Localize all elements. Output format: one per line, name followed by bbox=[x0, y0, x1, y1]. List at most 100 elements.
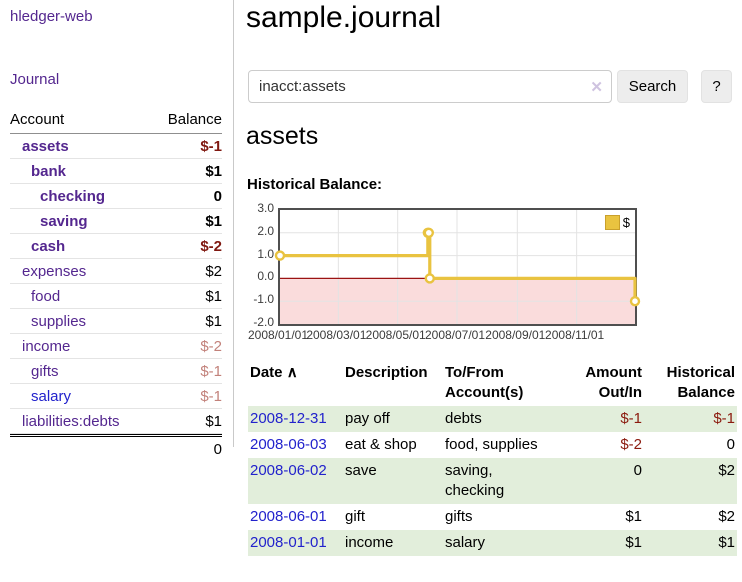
sidebar-divider bbox=[233, 0, 234, 447]
y-axis-tick-label: 1.0 bbox=[257, 246, 274, 261]
register-amount-cell: $1 bbox=[625, 534, 642, 551]
register-date-cell: 2008-12-31 bbox=[248, 406, 343, 432]
register-row: 2008-06-03 eat & shop food, supplies $-2 0 bbox=[248, 432, 737, 458]
help-button[interactable]: ? bbox=[701, 70, 732, 103]
register-description-cell: pay off bbox=[345, 410, 390, 427]
sort-ascending-icon[interactable]: ∧ bbox=[286, 364, 298, 381]
x-axis-tick-label: 2008/11/01 bbox=[545, 328, 605, 342]
account-row: expenses $2 bbox=[10, 259, 222, 284]
register-description-cell: eat & shop bbox=[345, 436, 417, 453]
register-header-to-from: To/From Account(s) bbox=[443, 360, 562, 406]
register-balance-cell: $2 bbox=[718, 462, 735, 479]
register-balance-cell: $2 bbox=[718, 508, 735, 525]
register-description-cell: save bbox=[345, 462, 377, 479]
account-link-food[interactable]: food bbox=[31, 287, 61, 305]
x-axis-tick-label: 2008/09/01 bbox=[485, 328, 546, 342]
x-axis-tick-label: 2008/07/01 bbox=[424, 328, 486, 342]
account-balance: $-1 bbox=[200, 137, 222, 155]
account-balance: $1 bbox=[205, 287, 222, 305]
register-header-line1: To/From bbox=[445, 364, 504, 381]
register-row: 2008-06-01 gift gifts $1 $2 bbox=[248, 504, 737, 530]
transaction-date-link[interactable]: 2008-06-02 bbox=[250, 462, 327, 479]
historical-balance-chart: 3.0 2.0 1.0 0.0 -1.0 -2.0 $ 2008/01/01 2008/03… bbox=[240, 201, 642, 345]
account-heading: assets bbox=[246, 122, 319, 150]
register-accounts-cell: food, supplies bbox=[445, 436, 538, 453]
account-balance: $2 bbox=[205, 262, 222, 280]
account-link-income[interactable]: income bbox=[22, 337, 71, 355]
search-box: ✕ bbox=[248, 70, 612, 103]
register-header-line1: Date ∧ bbox=[250, 364, 298, 381]
register-header-historical: Historical Balance bbox=[644, 360, 737, 406]
register-accounts-cell: salary bbox=[445, 534, 486, 551]
account-row: cash $-2 bbox=[10, 234, 222, 259]
register-balance-cell: $1 bbox=[718, 534, 735, 551]
register-description-cell: gift bbox=[345, 508, 366, 525]
account-link-bank[interactable]: bank bbox=[31, 162, 67, 180]
register-balance-cell: $-1 bbox=[713, 410, 735, 427]
register-description-cell: income bbox=[345, 534, 394, 551]
account-link-liabilities-debts[interactable]: liabilities:debts bbox=[22, 412, 120, 430]
register-date-cell: 2008-01-01 bbox=[248, 530, 343, 556]
transaction-date-link[interactable]: 2008-06-03 bbox=[250, 436, 327, 453]
account-link-assets[interactable]: assets bbox=[22, 137, 69, 155]
account-row: food $1 bbox=[10, 284, 222, 309]
account-row: checking 0 bbox=[10, 184, 222, 209]
register-header-amount: Amount Out/In bbox=[562, 360, 644, 406]
accounts-table-header: Account Balance bbox=[10, 108, 222, 134]
account-balance: $-1 bbox=[200, 362, 222, 380]
register-header-line2: Balance bbox=[677, 384, 735, 401]
account-link-salary[interactable]: salary bbox=[31, 387, 72, 405]
transaction-date-link[interactable]: 2008-01-01 bbox=[250, 534, 327, 551]
accounts-table: Account Balance assets $-1 bank $1 checking 0… bbox=[10, 108, 222, 462]
account-link-gifts[interactable]: gifts bbox=[31, 362, 59, 380]
page-title: sample.journal bbox=[246, 1, 442, 34]
accounts-total-value: 0 bbox=[213, 441, 222, 458]
accounts-total-row: 0 bbox=[10, 434, 222, 462]
search-button[interactable]: Search bbox=[617, 70, 688, 103]
account-link-cash[interactable]: cash bbox=[31, 237, 66, 255]
account-link-saving[interactable]: saving bbox=[40, 212, 88, 230]
register-header-date[interactable]: Date ∧ bbox=[248, 360, 343, 406]
account-balance: $-1 bbox=[200, 387, 222, 405]
transaction-date-link[interactable]: 2008-06-01 bbox=[250, 508, 327, 525]
register-date-cell: 2008-06-02 bbox=[248, 458, 343, 504]
account-row: gifts $-1 bbox=[10, 359, 222, 384]
clear-search-icon[interactable]: ✕ bbox=[590, 79, 603, 96]
y-axis-tick-label: -1.0 bbox=[253, 292, 274, 307]
account-balance: 0 bbox=[213, 187, 222, 205]
register-accounts-cell: debts bbox=[445, 410, 482, 427]
register-accounts-cell: gifts bbox=[445, 508, 473, 525]
transaction-date-link[interactable]: 2008-12-31 bbox=[250, 410, 327, 427]
accounts-header-balance: Balance bbox=[167, 111, 222, 128]
chart-plot-area: $ bbox=[274, 208, 641, 326]
account-row: supplies $1 bbox=[10, 309, 222, 334]
register-accounts-cell: saving, checking bbox=[445, 462, 505, 499]
x-axis-tick-label: 2008/01/01 bbox=[247, 328, 309, 342]
register-amount-cell: $-2 bbox=[620, 436, 642, 453]
register-date-cell: 2008-06-03 bbox=[248, 432, 343, 458]
chart-legend: $ bbox=[602, 214, 632, 231]
sidebar-item-journal[interactable]: Journal bbox=[10, 71, 60, 88]
register-header-line2: Out/In bbox=[598, 384, 642, 401]
account-link-supplies[interactable]: supplies bbox=[31, 312, 87, 330]
account-row: income $-2 bbox=[10, 334, 222, 359]
account-balance: $1 bbox=[205, 212, 222, 230]
search-input[interactable] bbox=[248, 70, 612, 103]
account-row: salary $-1 bbox=[10, 384, 222, 409]
x-axis-tick-label: 2008/05/01 bbox=[365, 328, 426, 342]
register-row: 2008-06-02 save saving, checking 0 $2 bbox=[248, 458, 737, 504]
register-header-description: Description bbox=[343, 360, 443, 406]
y-axis-tick-label: -2.0 bbox=[253, 315, 274, 329]
register-header-line1: Description bbox=[345, 364, 428, 381]
account-balance: $1 bbox=[205, 312, 222, 330]
legend-swatch-icon bbox=[604, 215, 620, 230]
account-balance: $1 bbox=[205, 412, 222, 430]
brand-link[interactable]: hledger-web bbox=[10, 8, 93, 25]
register-header-line2: Account(s) bbox=[445, 384, 524, 401]
register-balance-cell: 0 bbox=[726, 436, 735, 453]
account-link-checking[interactable]: checking bbox=[40, 187, 106, 205]
account-balance: $1 bbox=[205, 162, 222, 180]
register-amount-cell: $1 bbox=[625, 508, 642, 525]
register-row: 2008-12-31 pay off debts $-1 $-1 bbox=[248, 406, 737, 432]
account-link-expenses[interactable]: expenses bbox=[22, 262, 87, 280]
